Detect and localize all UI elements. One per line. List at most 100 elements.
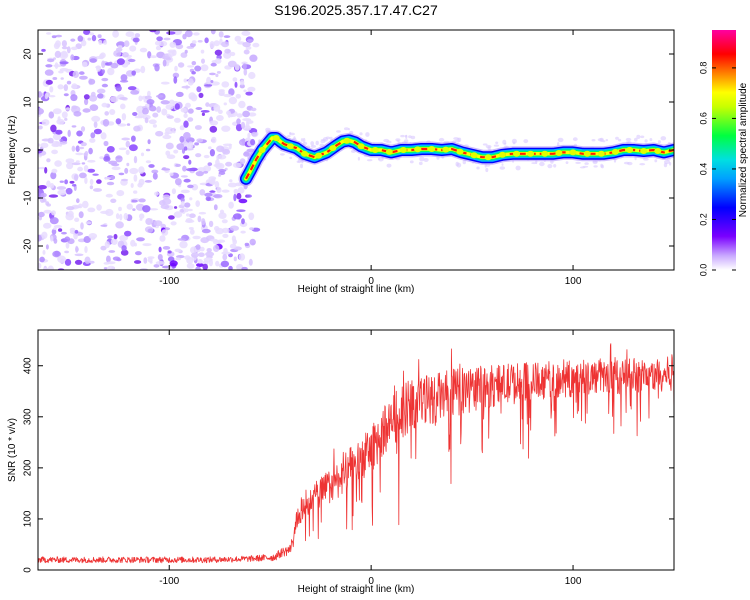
noise-speckle: [189, 197, 193, 201]
noise-speckle: [113, 50, 122, 57]
noise-speckle: [74, 217, 80, 222]
noise-speckle: [109, 96, 119, 103]
noise-speckle: [103, 156, 111, 162]
noise-speckle: [220, 260, 230, 268]
noise-speckle: [216, 115, 224, 121]
noise-speckle: [74, 174, 79, 182]
noise-speckle: [136, 237, 145, 242]
noise-speckle: [180, 197, 185, 203]
noise-speckle: [247, 132, 251, 139]
noise-speckle: [138, 95, 143, 102]
noise-speckle: [49, 217, 59, 225]
track-halo-speckle: [634, 137, 638, 142]
track-node: [258, 147, 266, 153]
track-halo-speckle: [557, 137, 564, 143]
noise-speckle: [84, 176, 88, 185]
noise-speckle: [71, 125, 77, 128]
noise-speckle: [152, 124, 157, 128]
track-node: [399, 147, 407, 153]
noise-speckle: [50, 235, 54, 242]
noise-speckle: [142, 243, 152, 247]
track-node: [498, 151, 506, 158]
noise-speckle: [44, 167, 48, 174]
noise-speckle: [187, 141, 194, 149]
noise-speckle: [125, 140, 130, 148]
noise-speckle: [38, 143, 41, 147]
noise-speckle: [187, 108, 194, 114]
noise-speckle: [129, 144, 138, 152]
noise-speckle: [243, 68, 248, 76]
track-node: [428, 146, 436, 152]
track-halo-speckle: [300, 138, 304, 142]
track-node: [583, 150, 591, 157]
noise-speckle: [53, 224, 63, 228]
track-node: [315, 152, 323, 159]
noise-speckle: [96, 88, 106, 94]
noise-speckle: [39, 256, 45, 263]
noise-speckle: [119, 213, 123, 221]
noise-speckle: [162, 194, 171, 200]
noise-speckle: [132, 208, 136, 212]
noise-speckle: [87, 168, 96, 173]
noise-speckle: [206, 248, 212, 253]
noise-speckle: [166, 115, 174, 119]
noise-speckle: [51, 168, 58, 174]
noise-speckle: [175, 163, 181, 167]
noise-speckle: [66, 46, 71, 54]
noise-speckle: [71, 105, 78, 110]
noise-speckle: [248, 71, 256, 80]
noise-speckle: [177, 62, 185, 68]
noise-speckle: [127, 58, 136, 63]
track-halo-speckle: [605, 139, 609, 142]
track-halo-speckle: [289, 156, 293, 160]
noise-speckle: [185, 102, 191, 108]
noise-speckle: [198, 92, 204, 98]
colorbar: 0.0 0.2 0.4 0.6 0.8 Normalized spectral ampl…: [698, 30, 749, 276]
noise-speckle: [118, 147, 127, 151]
track-halo-speckle: [499, 166, 506, 170]
noise-speckle: [134, 260, 142, 264]
noise-speckle: [246, 194, 252, 198]
noise-speckle: [49, 86, 54, 93]
noise-speckle: [172, 72, 180, 79]
noise-speckle: [123, 212, 129, 221]
noise-speckle: [110, 198, 117, 203]
track-halo-speckle: [423, 158, 429, 162]
noise-speckle: [245, 91, 253, 96]
noise-speckle: [70, 54, 75, 61]
noise-speckle: [52, 133, 62, 141]
track-halo-speckle: [600, 163, 603, 168]
noise-speckle: [106, 255, 111, 263]
track-halo-speckle: [404, 135, 408, 138]
spectrogram-ytick-label: 10: [23, 96, 34, 108]
noise-speckle: [101, 77, 109, 82]
noise-speckle: [165, 127, 174, 135]
noise-speckle: [231, 235, 236, 242]
track-halo-speckle: [501, 163, 504, 166]
noise-speckle: [106, 181, 115, 186]
figure-title: S196.2025.357.17.47.C27: [274, 2, 438, 18]
noise-speckle: [45, 79, 53, 85]
noise-speckle: [80, 222, 84, 230]
noise-speckle: [228, 143, 232, 150]
noise-speckle: [83, 30, 91, 35]
track-halo-speckle: [336, 130, 341, 133]
track-halo-speckle: [438, 137, 445, 142]
noise-speckle: [104, 111, 109, 116]
noise-speckle: [209, 120, 219, 126]
track-node: [286, 143, 294, 150]
noise-speckle: [98, 39, 103, 45]
noise-speckle: [243, 151, 250, 157]
noise-speckle: [152, 112, 159, 118]
noise-speckle: [65, 242, 70, 249]
noise-speckle: [118, 206, 122, 212]
noise-speckle: [214, 58, 222, 64]
noise-speckle: [126, 203, 133, 210]
noise-speckle: [61, 40, 67, 47]
noise-speckle: [144, 117, 149, 124]
noise-speckle: [71, 162, 81, 166]
track-halo-speckle: [644, 139, 648, 143]
noise-speckle: [88, 78, 96, 85]
noise-speckle: [147, 51, 152, 59]
